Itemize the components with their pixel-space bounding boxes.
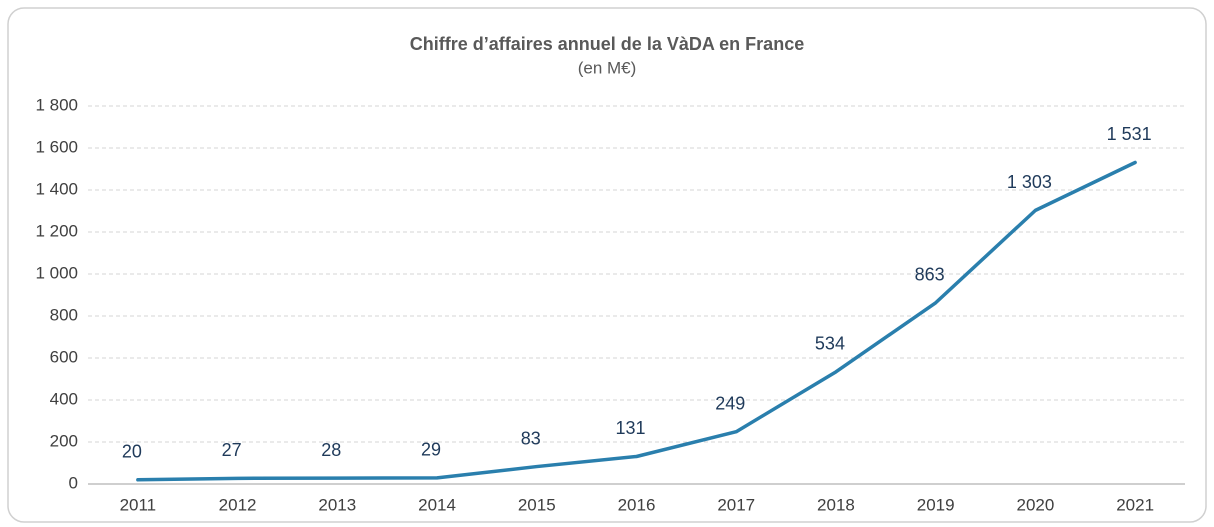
x-tick-label: 2014 bbox=[418, 495, 456, 514]
x-tick-label: 2013 bbox=[318, 495, 356, 514]
chart-title: Chiffre d’affaires annuel de la VàDA en … bbox=[410, 34, 804, 54]
data-label: 1 531 bbox=[1107, 124, 1152, 144]
y-tick-label: 1 400 bbox=[35, 179, 78, 198]
data-label: 28 bbox=[321, 440, 341, 460]
y-tick-label: 600 bbox=[50, 347, 78, 366]
x-tick-label: 2012 bbox=[219, 495, 257, 514]
x-tick-label: 2016 bbox=[618, 495, 656, 514]
data-label: 29 bbox=[421, 440, 441, 460]
y-tick-label: 200 bbox=[50, 431, 78, 450]
x-tick-label: 2018 bbox=[817, 495, 855, 514]
data-label: 1 303 bbox=[1007, 172, 1052, 192]
x-tick-label: 2020 bbox=[1016, 495, 1054, 514]
x-tick-label: 2019 bbox=[917, 495, 955, 514]
y-tick-label: 400 bbox=[50, 389, 78, 408]
data-label: 249 bbox=[715, 393, 745, 413]
y-tick-label: 1 800 bbox=[35, 95, 78, 114]
x-tick-label: 2011 bbox=[120, 495, 157, 514]
line-series bbox=[136, 160, 1137, 482]
x-tick-label: 2021 bbox=[1116, 495, 1154, 514]
chart-subtitle: (en M€) bbox=[578, 58, 637, 77]
y-tick-label: 1 200 bbox=[35, 221, 78, 240]
y-tick-label: 0 bbox=[69, 473, 78, 492]
y-tick-label: 800 bbox=[50, 305, 78, 324]
data-label: 534 bbox=[815, 334, 845, 354]
data-label: 27 bbox=[222, 440, 242, 460]
x-tick-label: 2015 bbox=[518, 495, 556, 514]
data-label: 131 bbox=[615, 418, 645, 438]
data-label: 20 bbox=[122, 442, 142, 462]
chart-frame bbox=[7, 7, 1207, 523]
data-label: 83 bbox=[521, 428, 541, 448]
y-tick-label: 1 000 bbox=[35, 263, 78, 282]
data-label: 863 bbox=[915, 265, 945, 285]
y-tick-label: 1 600 bbox=[35, 137, 78, 156]
x-tick-label: 2017 bbox=[717, 495, 755, 514]
